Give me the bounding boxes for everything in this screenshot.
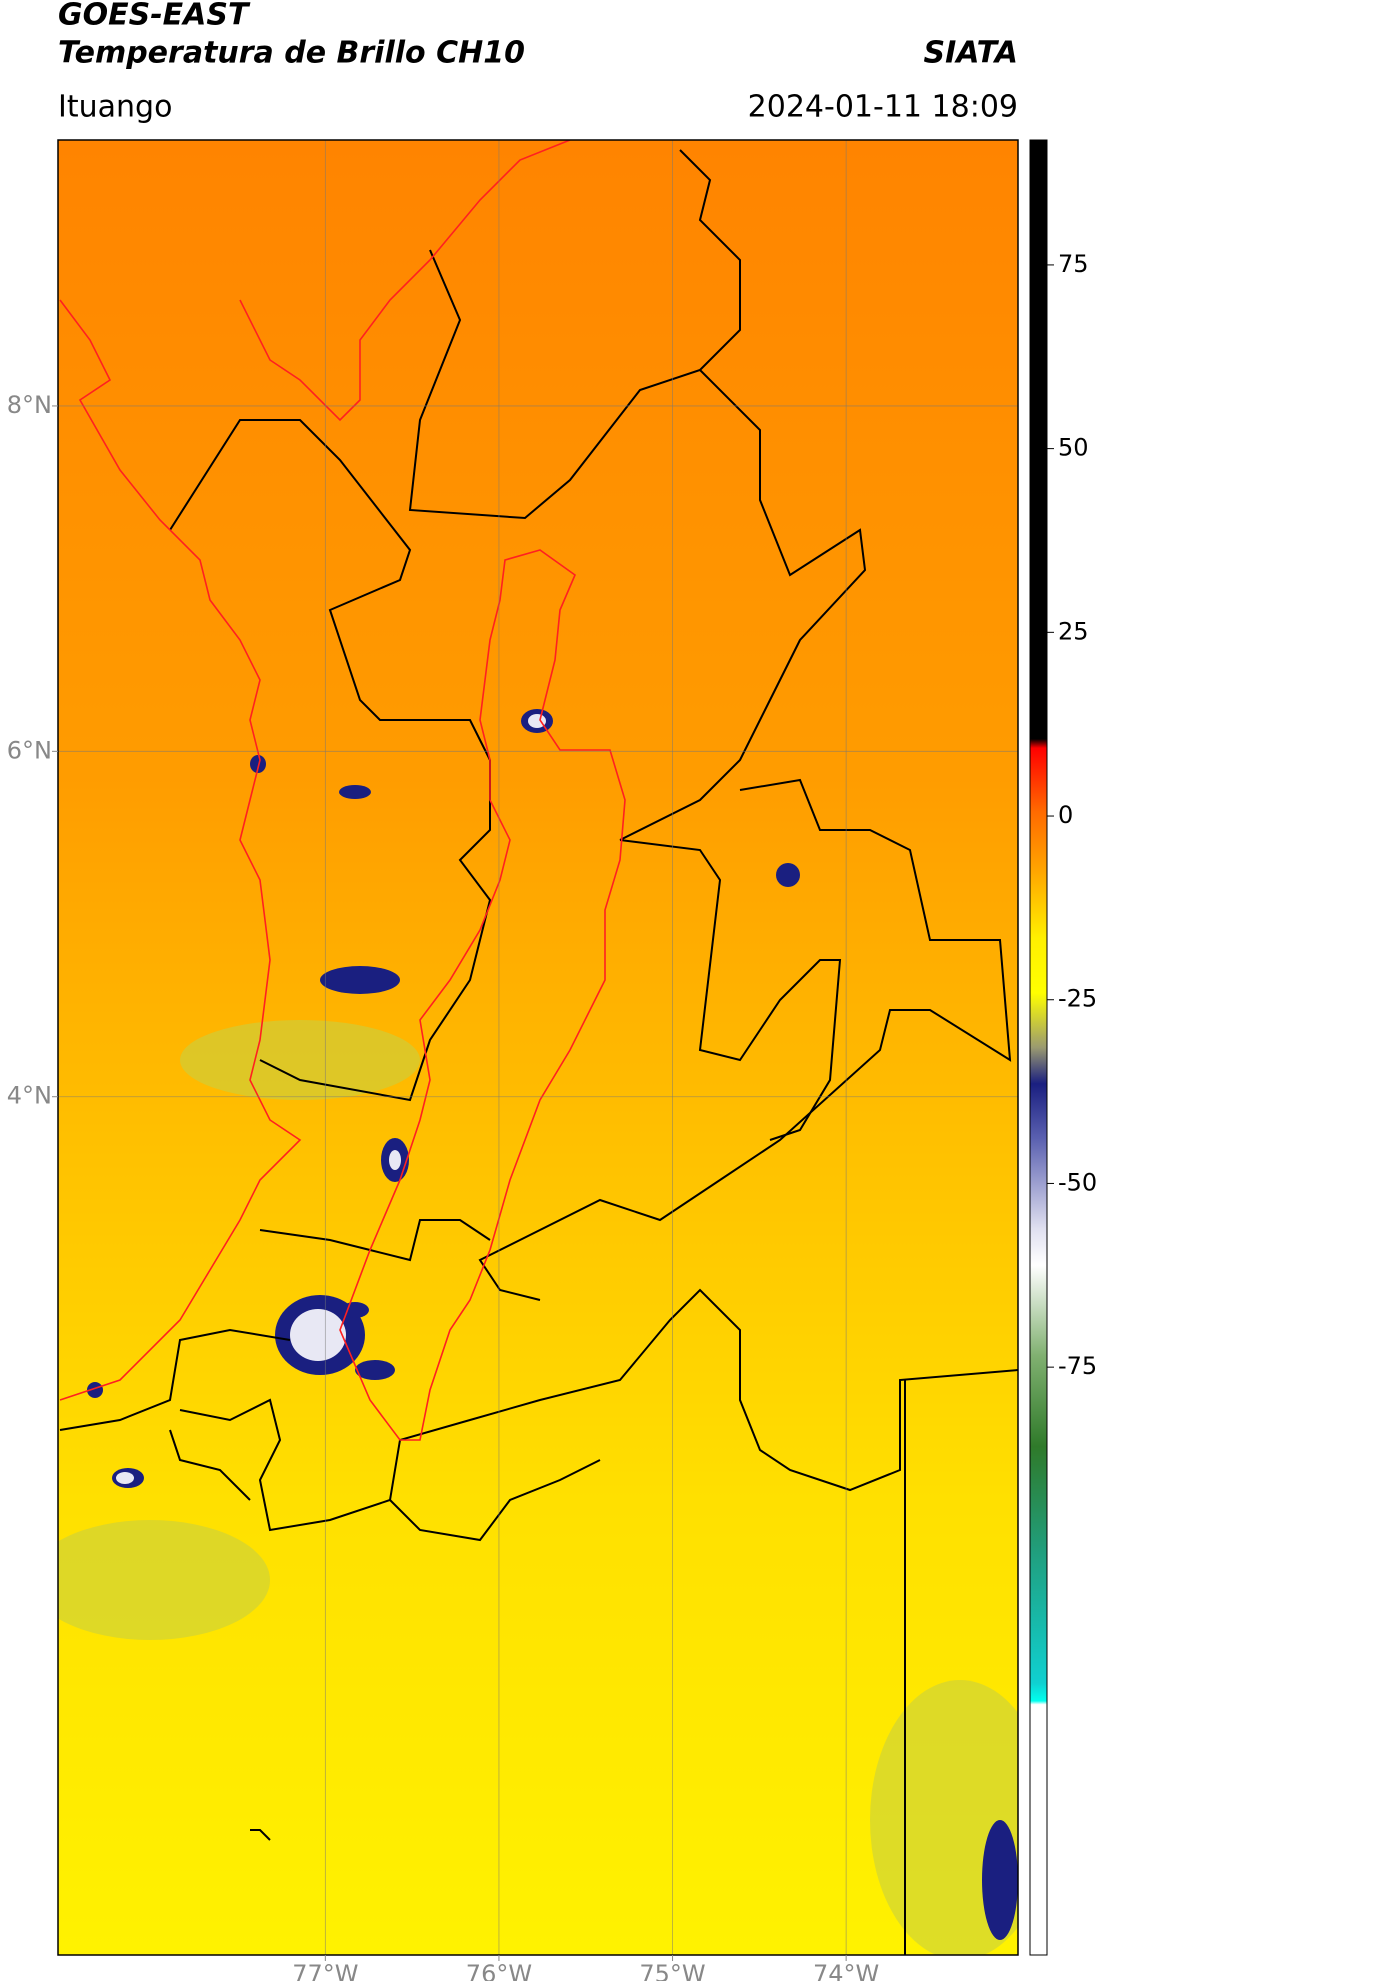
datetime: 2024-01-11 18:09: [748, 90, 1018, 125]
lat-tick-label: 4°N: [7, 1082, 52, 1110]
colorbar-tick-label: 75: [1058, 250, 1089, 278]
lon-tick-label: 74°W: [813, 1960, 879, 1981]
lon-tick-label: 77°W: [292, 1960, 358, 1981]
subtitle: Temperatura de Brillo CH10: [58, 36, 525, 71]
graticule: [58, 140, 1018, 1955]
map-image: [58, 140, 1018, 1955]
colorbar: [1029, 139, 1048, 1956]
colorbar-tick-label: -25: [1058, 985, 1097, 1013]
colorbar-tick-label: 25: [1058, 617, 1089, 645]
colorbar-tick-label: 0: [1058, 801, 1073, 829]
colorbar-tick-label: -50: [1058, 1168, 1097, 1196]
colorbar-tick-label: -75: [1058, 1352, 1097, 1380]
title: GOES-EAST: [58, 0, 251, 33]
lon-tick-label: 75°W: [639, 1960, 705, 1981]
location: Ituango: [58, 90, 172, 125]
lat-tick-label: 8°N: [7, 391, 52, 419]
lon-tick-label: 76°W: [466, 1960, 532, 1981]
source: SIATA: [924, 36, 1018, 71]
map-frame: [57, 139, 1019, 1956]
colorbar-tick-label: 50: [1058, 434, 1089, 462]
lat-tick-label: 6°N: [7, 736, 52, 764]
